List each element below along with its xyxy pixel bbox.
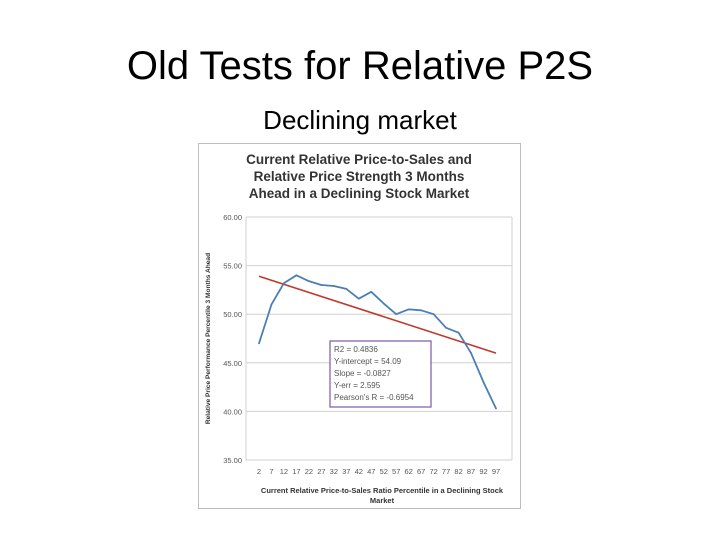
x-axis-label: Current Relative Price-to-Sales Ratio Pe… (261, 486, 504, 505)
series-point (495, 407, 497, 410)
x-tick-label: 62 (405, 467, 413, 476)
x-tick-label: 42 (355, 467, 363, 476)
x-tick-label: 17 (292, 467, 300, 476)
y-tick-label: 50.00 (223, 310, 242, 319)
x-tick-label: 92 (479, 467, 487, 476)
x-axis-label-line: Current Relative Price-to-Sales Ratio Pe… (261, 486, 504, 495)
y-tick-label: 45.00 (223, 359, 242, 368)
y-tick-label: 55.00 (223, 262, 242, 271)
line-chart: Current Relative Price-to-Sales and Relat… (205, 152, 513, 505)
series-point (457, 331, 460, 334)
x-tick-label: 67 (417, 467, 425, 476)
series-point (295, 274, 298, 277)
stats-line: Y-err = 2.595 (334, 381, 381, 390)
trend-line (258, 275, 497, 354)
chart-grid (245, 216, 513, 461)
x-tick-label: 12 (280, 467, 288, 476)
y-tick-label: 60.00 (223, 213, 242, 222)
stats-line: Y-intercept = 54.09 (334, 357, 402, 366)
x-tick-label: 82 (454, 467, 462, 476)
x-tick-label: 47 (367, 467, 375, 476)
stats-annotation-box: R2 = 0.4836 Y-intercept = 54.09 Slope = -0… (329, 340, 432, 408)
x-tick-label: 37 (342, 467, 350, 476)
slide-title: Old Tests for Relative P2S (126, 44, 594, 88)
stats-line: R2 = 0.4836 (334, 345, 378, 354)
x-axis-label-line: Market (370, 496, 395, 505)
x-tick-label: 7 (269, 467, 273, 476)
x-tick-label: 77 (442, 467, 450, 476)
chart-title-line: Ahead in a Declining Stock Market (249, 186, 470, 201)
x-tick-label: 22 (305, 467, 313, 476)
series-point (395, 313, 398, 316)
series-point (407, 308, 410, 311)
chart-title-line: Relative Price Strength 3 Months (254, 169, 465, 184)
trend-line-group (258, 275, 497, 354)
series-point (283, 282, 285, 284)
x-tick-label: 2 (257, 467, 261, 476)
stats-line: Pearson's R = -0.6954 (334, 393, 414, 402)
x-tick-label: 97 (492, 467, 500, 476)
x-tick-labels: 2 7 12 17 22 27 32 37 42 47 52 57 62 67 72 77 82 87 92 97 (257, 467, 500, 476)
series-point (370, 290, 373, 293)
series-line (258, 274, 497, 409)
series-point (258, 342, 260, 345)
x-tick-label: 72 (429, 467, 437, 476)
x-tick-label: 27 (317, 467, 325, 476)
series-line-group (258, 274, 497, 410)
series-point (470, 352, 472, 354)
series-point (357, 297, 360, 300)
x-tick-label: 57 (392, 467, 400, 476)
slide-subtitle: Declining market (263, 105, 457, 135)
chart-title: Current Relative Price-to-Sales and Relat… (246, 152, 472, 201)
chart-title-line: Current Relative Price-to-Sales and (246, 152, 472, 167)
stats-line: Slope = -0.0827 (334, 369, 391, 378)
x-tick-label: 87 (467, 467, 475, 476)
x-tick-label: 52 (380, 467, 388, 476)
y-tick-label: 40.00 (223, 407, 242, 416)
series-point (270, 303, 273, 306)
chart-frame: Current Relative Price-to-Sales and Relat… (198, 143, 521, 509)
y-axis-label-text: Relative Price Performance Percentile 3 … (205, 253, 212, 424)
series-point (320, 284, 323, 286)
y-axis-label: Relative Price Performance Percentile 3 … (205, 253, 212, 424)
y-tick-label: 35.00 (223, 456, 242, 465)
x-tick-label: 32 (330, 467, 338, 476)
y-tick-labels: 35.00 40.00 45.00 50.00 55.00 60.00 (223, 213, 242, 465)
series-point (420, 309, 423, 312)
series-point (382, 302, 385, 305)
stats-box-frame (329, 340, 432, 408)
series-point (332, 285, 335, 287)
series-point (482, 381, 485, 384)
series-point (432, 313, 435, 316)
series-point (345, 288, 348, 290)
series-point (445, 326, 448, 329)
series-point (307, 280, 310, 283)
